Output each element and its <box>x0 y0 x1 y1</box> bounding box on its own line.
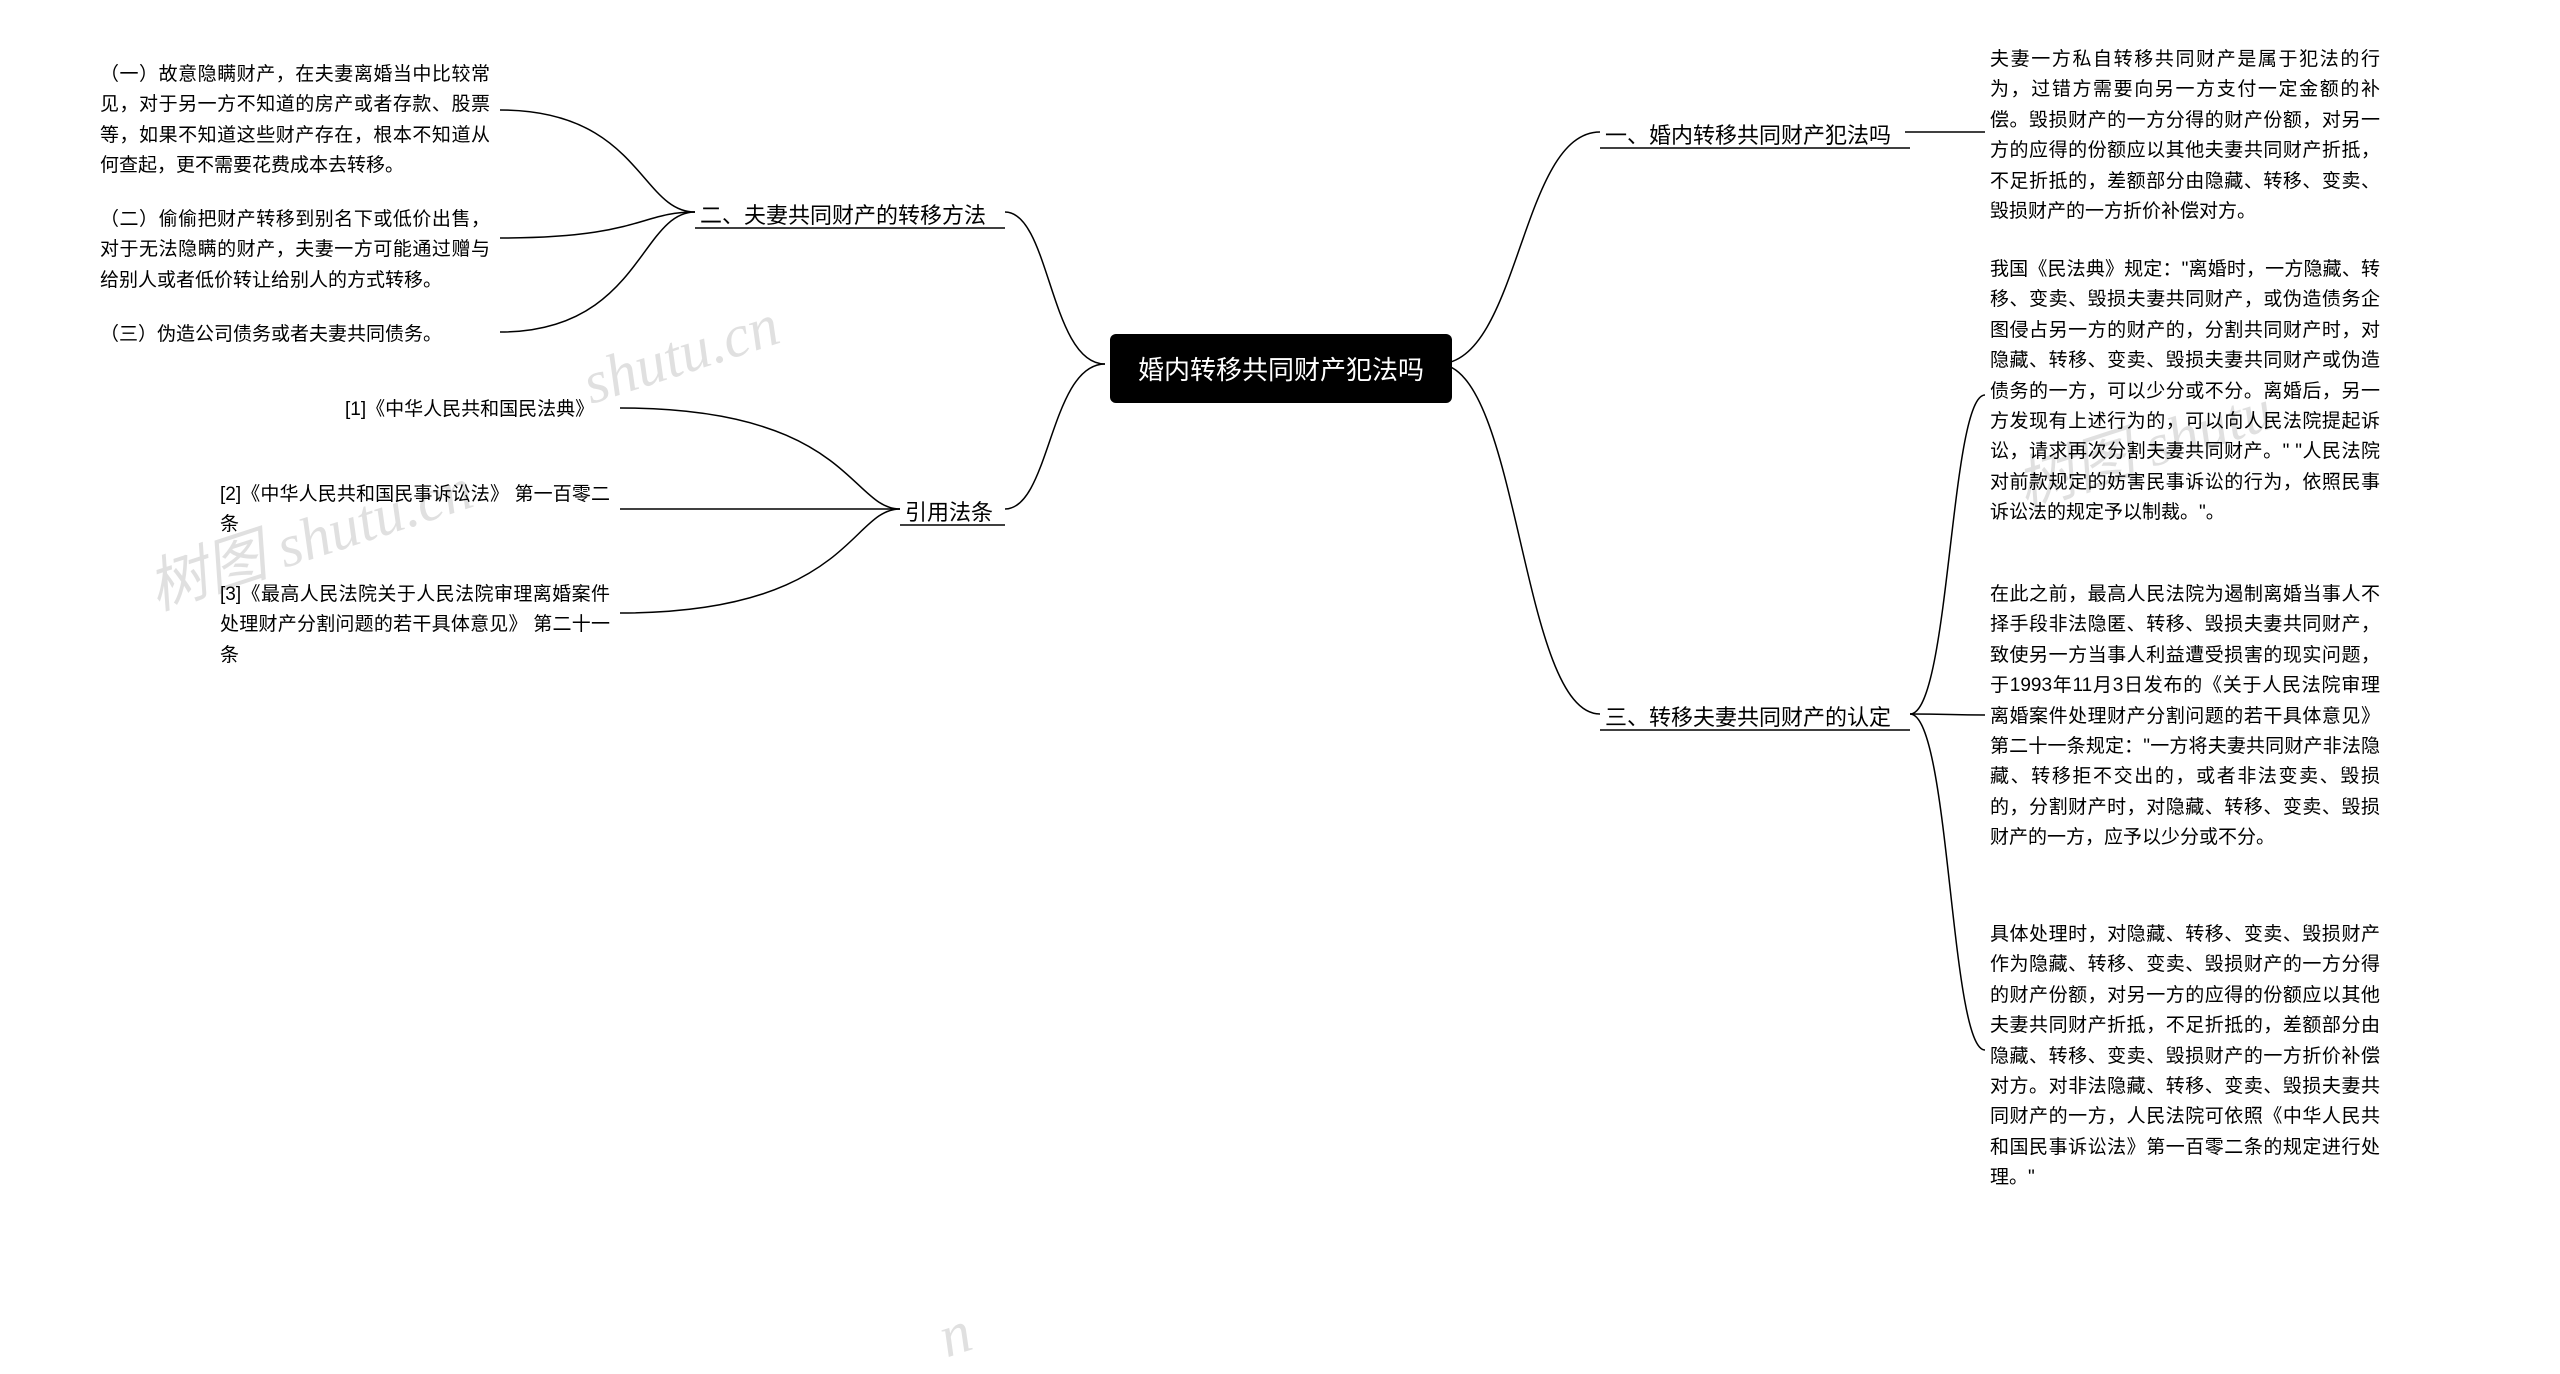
leaf-left-1-3: （三）伪造公司债务或者夫妻共同债务。 <box>100 320 490 350</box>
leaf-right-2-2: 在此之前，最高人民法院为遏制离婚当事人不择手段非法隐匿、转移、毁损夫妻共同财产，… <box>1990 580 2380 854</box>
watermark: n <box>930 1297 980 1372</box>
leaf-left-2-3: [3]《最高人民法院关于人民法院审理离婚案件处理财产分割问题的若干具体意见》 第… <box>220 580 610 671</box>
leaf-right-2-3: 具体处理时，对隐藏、转移、变卖、毁损财产作为隐藏、转移、变卖、毁损财产的一方分得… <box>1990 920 2380 1194</box>
branch-right-2[interactable]: 三、转移夫妻共同财产的认定 <box>1605 700 1891 732</box>
root-node[interactable]: 婚内转移共同财产犯法吗 <box>1110 334 1452 403</box>
leaf-left-2-2: [2]《中华人民共和国民事诉讼法》 第一百零二条 <box>220 480 610 541</box>
leaf-left-1-1: （一）故意隐瞒财产，在夫妻离婚当中比较常见，对于另一方不知道的房产或者存款、股票… <box>100 60 490 182</box>
branch-left-1[interactable]: 二、夫妻共同财产的转移方法 <box>700 198 986 230</box>
leaf-left-1-2: （二）偷偷把财产转移到别名下或低价出售，对于无法隐瞒的财产，夫妻一方可能通过赠与… <box>100 205 490 296</box>
branch-right-1[interactable]: 一、婚内转移共同财产犯法吗 <box>1605 118 1891 150</box>
branch-left-2[interactable]: 引用法条 <box>905 495 993 527</box>
leaf-left-2-1: [1]《中华人民共和国民法典》 <box>345 395 625 425</box>
leaf-right-1-1: 夫妻一方私自转移共同财产是属于犯法的行为，过错方需要向另一方支付一定金额的补偿。… <box>1990 45 2380 227</box>
mindmap-canvas: 树图 shutu.cn shutu.cn 树图 shutu n 婚内转移共同财产… <box>0 0 2560 1374</box>
leaf-right-2-1: 我国《民法典》规定："离婚时，一方隐藏、转移、变卖、毁损夫妻共同财产，或伪造债务… <box>1990 255 2380 529</box>
